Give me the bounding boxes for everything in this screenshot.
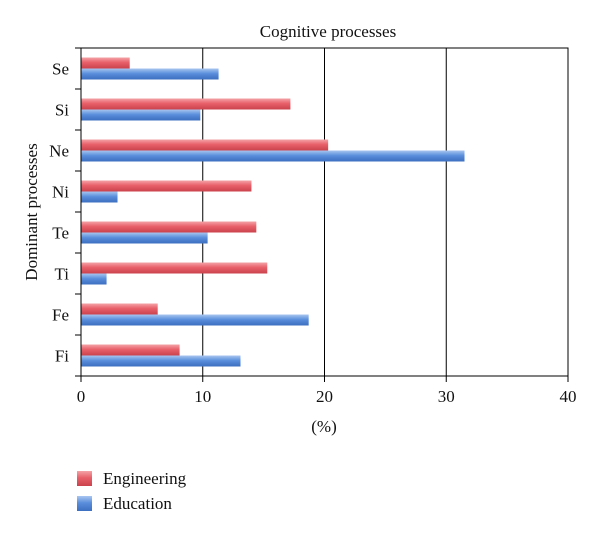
- bars: [81, 57, 465, 367]
- bar-education-te: [81, 232, 208, 244]
- y-axis-label: Dominant processes: [22, 143, 41, 280]
- bar-education-fe: [81, 314, 309, 326]
- legend: Engineering Education: [77, 469, 187, 513]
- y-tick-label-si: Si: [55, 101, 69, 120]
- y-tick-label-fi: Fi: [55, 347, 69, 366]
- y-tick-label-ni: Ni: [52, 183, 69, 202]
- x-axis-label: (%): [311, 417, 336, 436]
- bar-education-si: [81, 109, 201, 121]
- y-tick-label-ti: Ti: [54, 265, 69, 284]
- legend-swatch-education: [77, 496, 92, 511]
- legend-swatch-engineering: [77, 471, 92, 486]
- bar-engineering-fi: [81, 344, 180, 356]
- bar-engineering-te: [81, 221, 257, 233]
- x-tick-label: 30: [438, 387, 455, 406]
- y-tick-label-ne: Ne: [49, 142, 69, 161]
- bar-education-se: [81, 68, 219, 80]
- y-tick-label-fe: Fe: [52, 306, 69, 325]
- y-tick-label-se: Se: [52, 60, 69, 79]
- bar-education-ne: [81, 150, 465, 162]
- chart-title: Cognitive processes: [260, 22, 396, 41]
- y-ticks: Se Si Ne Ni Te Ti Fe Fi: [49, 47, 81, 377]
- x-ticks: 0 10 20 30 40: [77, 376, 577, 406]
- bar-engineering-si: [81, 98, 291, 110]
- x-tick-label: 0: [77, 387, 86, 406]
- bar-education-ni: [81, 191, 118, 203]
- legend-label-engineering: Engineering: [103, 469, 187, 488]
- x-tick-label: 10: [194, 387, 211, 406]
- x-tick-label: 20: [316, 387, 333, 406]
- bar-education-fi: [81, 355, 241, 367]
- x-tick-label: 40: [560, 387, 577, 406]
- bar-engineering-fe: [81, 303, 158, 315]
- bar-education-ti: [81, 273, 107, 285]
- bar-engineering-ti: [81, 262, 268, 274]
- bar-engineering-ne: [81, 139, 329, 151]
- bar-engineering-se: [81, 57, 130, 69]
- bar-engineering-ni: [81, 180, 252, 192]
- legend-label-education: Education: [103, 494, 172, 513]
- gridlines: [202, 48, 447, 376]
- y-tick-label-te: Te: [52, 224, 69, 243]
